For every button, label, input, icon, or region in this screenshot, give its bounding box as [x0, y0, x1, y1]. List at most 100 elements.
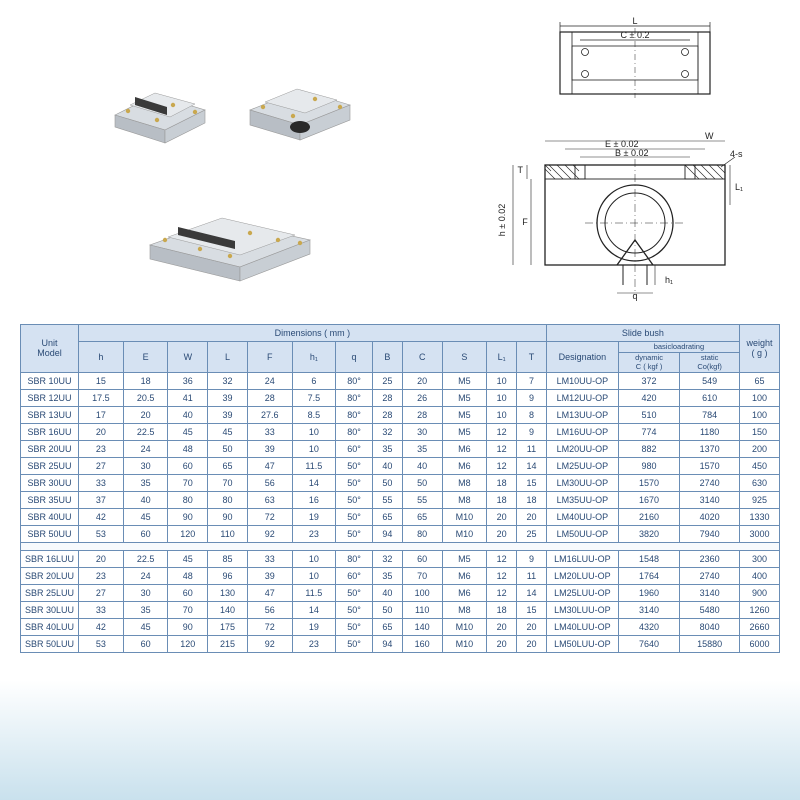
table-cell: LM40LUU-OP — [546, 618, 618, 635]
table-cell: 27.6 — [247, 406, 292, 423]
table-cell: 80° — [336, 550, 373, 567]
table-cell: SBR 35UU — [21, 491, 79, 508]
table-cell: 784 — [680, 406, 740, 423]
table-cell: 549 — [680, 372, 740, 389]
table-cell: 32 — [373, 550, 403, 567]
table-cell: 6 — [292, 372, 335, 389]
table-row: SBR 12UU17.520.54139287.580°2826M5109LM1… — [21, 389, 780, 406]
table-cell: LM30UU-OP — [546, 474, 618, 491]
table-cell: LM13UU-OP — [546, 406, 618, 423]
col-h: h — [79, 342, 124, 373]
table-row: SBR 40UU42459090721950°6565M102020LM40UU… — [21, 508, 780, 525]
col-q: q — [336, 342, 373, 373]
table-cell: 400 — [740, 567, 780, 584]
table-cell: LM30LUU-OP — [546, 601, 618, 618]
table-cell: 33 — [247, 550, 292, 567]
table-cell: 70 — [168, 474, 208, 491]
table-cell: 50° — [336, 457, 373, 474]
table-cell: 37 — [79, 491, 124, 508]
table-cell: SBR 13UU — [21, 406, 79, 423]
table-cell: 3140 — [680, 584, 740, 601]
label-W: W — [705, 131, 714, 141]
label-h: h ± 0.02 — [497, 204, 507, 236]
col-h1: h₁ — [292, 342, 335, 373]
table-cell: 900 — [740, 584, 780, 601]
table-cell: 20.5 — [123, 389, 168, 406]
table-cell: LM35UU-OP — [546, 491, 618, 508]
table-cell: 47 — [247, 584, 292, 601]
label-F: F — [522, 217, 528, 227]
table-cell: 90 — [208, 508, 248, 525]
table-cell: M5 — [442, 406, 487, 423]
table-cell: 56 — [247, 601, 292, 618]
table-cell: 60 — [123, 525, 168, 542]
table-cell: 70 — [402, 567, 442, 584]
table-cell: 25 — [373, 372, 403, 389]
table-cell: 32 — [208, 372, 248, 389]
top-illustration-area: L C ± 0.2 W E ± 0.02 B ± 0.02 4-s — [0, 0, 800, 320]
table-cell: LM40UU-OP — [546, 508, 618, 525]
table-cell: 980 — [618, 457, 679, 474]
table-cell: SBR 25LUU — [21, 584, 79, 601]
table-cell: 45 — [168, 423, 208, 440]
table-cell: 4020 — [680, 508, 740, 525]
col-B: B — [373, 342, 403, 373]
table-cell: 40 — [123, 491, 168, 508]
table-cell: 47 — [247, 457, 292, 474]
table-cell: 50° — [336, 525, 373, 542]
table-cell: 2660 — [740, 618, 780, 635]
table-cell: 94 — [373, 635, 403, 652]
table-cell: 65 — [208, 457, 248, 474]
table-cell: 1330 — [740, 508, 780, 525]
col-E: E — [123, 342, 168, 373]
product-photo-group — [40, 40, 420, 300]
table-cell: 420 — [618, 389, 679, 406]
table-cell: 12 — [487, 584, 517, 601]
table-cell: 120 — [168, 525, 208, 542]
spec-table-container: Unit Model Dimensions ( mm ) Slide bush … — [20, 324, 780, 653]
table-cell: 60° — [336, 567, 373, 584]
table-cell: 14 — [517, 584, 547, 601]
table-cell: 35 — [373, 440, 403, 457]
table-cell: 65 — [373, 508, 403, 525]
table-cell: 40 — [373, 457, 403, 474]
table-cell: SBR 30LUU — [21, 601, 79, 618]
col-C: C — [402, 342, 442, 373]
table-cell: 40 — [402, 457, 442, 474]
table-cell: M10 — [442, 508, 487, 525]
table-cell: 4320 — [618, 618, 679, 635]
table-cell: 24 — [123, 567, 168, 584]
table-cell: 17.5 — [79, 389, 124, 406]
table-cell: 30 — [123, 584, 168, 601]
table-cell: 3820 — [618, 525, 679, 542]
table-cell: 60° — [336, 440, 373, 457]
table-cell: 10 — [487, 372, 517, 389]
table-cell: 50° — [336, 601, 373, 618]
table-cell: 50° — [336, 635, 373, 652]
table-cell: 12 — [487, 457, 517, 474]
table-row: SBR 30LUU333570140561450°50110M81815LM30… — [21, 601, 780, 618]
table-cell: M5 — [442, 550, 487, 567]
table-header: Unit Model Dimensions ( mm ) Slide bush … — [21, 325, 780, 373]
table-cell: 1764 — [618, 567, 679, 584]
table-cell: 10 — [292, 423, 335, 440]
table-cell: 2160 — [618, 508, 679, 525]
table-cell: 3000 — [740, 525, 780, 542]
table-cell: LM10UU-OP — [546, 372, 618, 389]
table-cell: 50 — [373, 474, 403, 491]
table-cell: 12 — [487, 440, 517, 457]
table-cell: 80° — [336, 423, 373, 440]
table-cell: 1180 — [680, 423, 740, 440]
table-cell: 7 — [517, 372, 547, 389]
table-cell: LM25UU-OP — [546, 457, 618, 474]
col-W: W — [168, 342, 208, 373]
table-cell: 24 — [123, 440, 168, 457]
table-cell: 372 — [618, 372, 679, 389]
table-cell: 35 — [123, 601, 168, 618]
table-cell: SBR 20UU — [21, 440, 79, 457]
table-cell: M8 — [442, 601, 487, 618]
table-cell: 175 — [208, 618, 248, 635]
table-cell: 50 — [208, 440, 248, 457]
table-cell: 20 — [79, 423, 124, 440]
table-cell: 160 — [402, 635, 442, 652]
